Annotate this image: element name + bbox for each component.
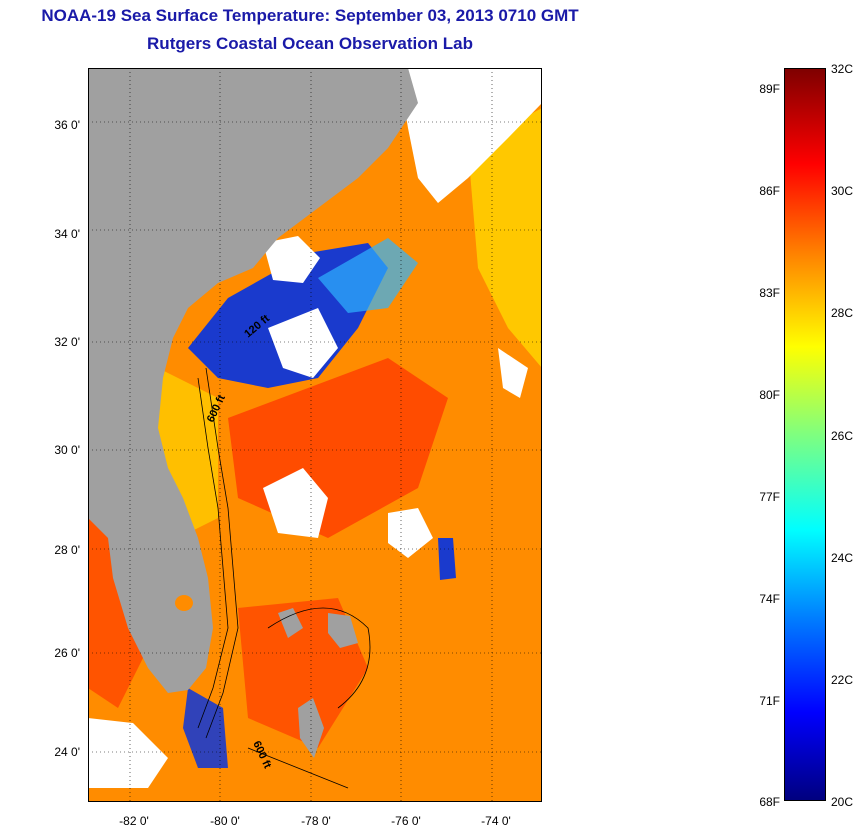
colorbar-f-label: 77F xyxy=(759,490,780,504)
cloud-patch xyxy=(398,68,542,203)
depth-contour xyxy=(267,607,371,709)
lon-label-82: -82 0' xyxy=(119,814,149,828)
map-frame xyxy=(88,68,542,802)
lon-label-80: -80 0' xyxy=(210,814,240,828)
lat-label-34: 34 0' xyxy=(54,227,80,241)
colorbar-f-label: 71F xyxy=(759,694,780,708)
cool-water-patch xyxy=(318,238,418,313)
mid-water-patch xyxy=(468,108,542,368)
map-subtitle: Rutgers Coastal Ocean Observation Lab xyxy=(147,34,473,53)
lat-label-30: 30 0' xyxy=(54,443,80,457)
lat-label-28: 28 0' xyxy=(54,543,80,557)
cloud-patch xyxy=(268,308,338,378)
cloud-patch xyxy=(263,236,320,283)
cool-water-patch xyxy=(438,538,456,580)
cloud-patch xyxy=(388,508,433,558)
colorbar-c-label: 32C xyxy=(831,62,854,76)
colorbar-c-label: 20C xyxy=(831,795,854,809)
colorbar-c-label: 22C xyxy=(831,673,854,687)
cloud-patch xyxy=(263,468,328,538)
lat-label-32: 32 0' xyxy=(54,335,80,349)
colorbar-f-label: 74F xyxy=(759,592,780,606)
colorbar-f-label: 80F xyxy=(759,388,780,402)
lon-label-78: -78 0' xyxy=(301,814,331,828)
lat-label-26: 26 0' xyxy=(54,646,80,660)
cloud-patch xyxy=(498,348,528,398)
lat-label-36: 36 0' xyxy=(54,118,80,132)
lake xyxy=(175,595,193,611)
lon-label-74: -74 0' xyxy=(481,814,511,828)
lon-label-76: -76 0' xyxy=(391,814,421,828)
colorbar-c-label: 24C xyxy=(831,551,854,565)
depth-contour xyxy=(247,747,349,789)
land-island xyxy=(278,608,303,638)
sst-map: 120 ft 600 ft 600 ft xyxy=(88,68,542,802)
depth-contour xyxy=(205,367,239,739)
land-island xyxy=(328,613,358,648)
colorbar-f-label: 89F xyxy=(759,82,780,96)
colorbar-f-label: 86F xyxy=(759,184,780,198)
colorbar-f-label: 68F xyxy=(759,795,780,809)
colorbar-c-label: 28C xyxy=(831,306,854,320)
colorbar-c-label: 30C xyxy=(831,184,854,198)
colorbar-f-label: 83F xyxy=(759,286,780,300)
map-title: NOAA-19 Sea Surface Temperature: Septemb… xyxy=(41,6,579,25)
lat-label-24: 24 0' xyxy=(54,745,80,759)
cloud-patch xyxy=(88,718,168,788)
temperature-colorbar xyxy=(784,68,826,801)
depth-contour xyxy=(197,377,229,729)
colorbar-c-label: 26C xyxy=(831,429,854,443)
cool-water-patch xyxy=(183,688,228,768)
land-mainland xyxy=(88,68,418,693)
